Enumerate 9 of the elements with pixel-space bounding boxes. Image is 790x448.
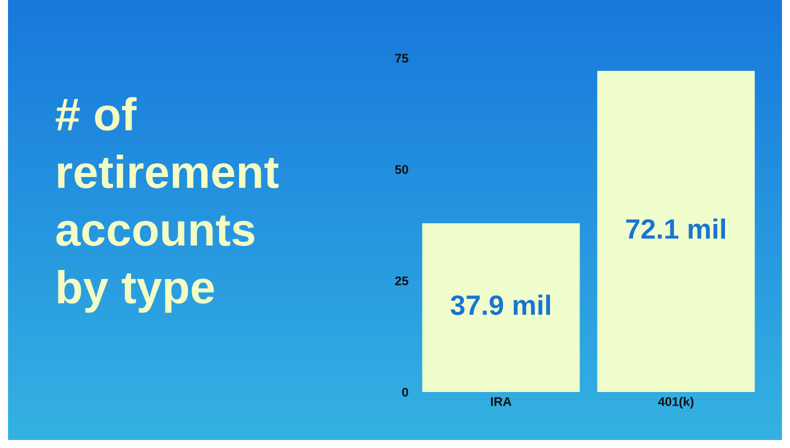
y-tick-label: 25: [395, 276, 408, 286]
x-tick-label: 401(k): [658, 396, 694, 409]
y-tick-label: 50: [395, 165, 408, 174]
y-tick-label: 0: [402, 388, 408, 397]
y-tick-label: 75: [395, 54, 408, 63]
text: # of retirement accounts by type: [56, 97, 279, 313]
x-tick-label: IRA: [491, 397, 512, 406]
data-label: 72.1 mil: [626, 218, 725, 239]
data-label: 37.9 mil: [450, 294, 550, 316]
